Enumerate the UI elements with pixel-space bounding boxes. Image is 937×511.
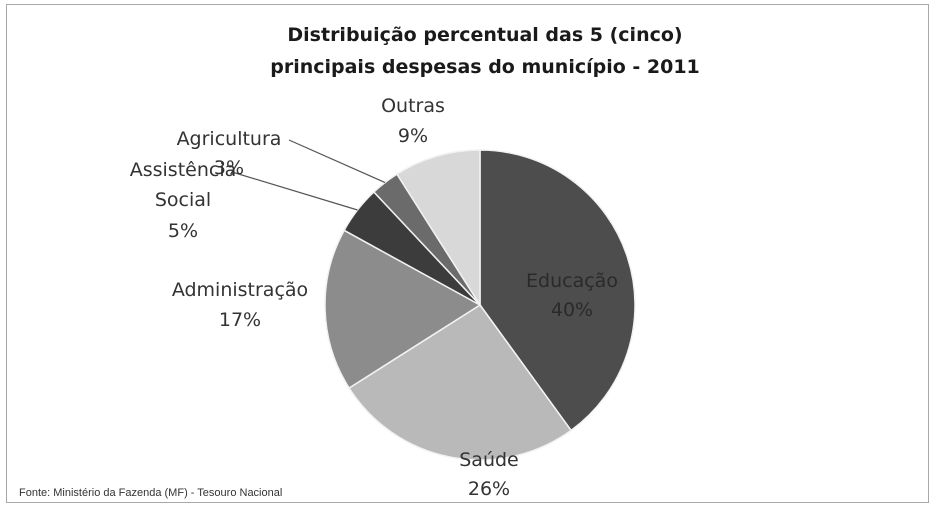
slice-value-label-agricultura: 3% xyxy=(214,157,244,179)
leader-line-assistencia-social xyxy=(231,171,358,211)
pie-slice-administracao xyxy=(324,229,482,390)
slice-value-label-saude: 26% xyxy=(468,478,510,500)
slice-value-label-assistencia-social: 5% xyxy=(168,220,198,242)
slice-value-label-administracao: 17% xyxy=(219,309,261,331)
pie-slice-saude xyxy=(348,303,573,461)
slice-name-label-administracao: Administração xyxy=(172,279,308,301)
pie-slice-educacao xyxy=(479,149,636,432)
slice-value-label-outras: 9% xyxy=(398,125,428,147)
slice-labels: Educação 40% Saúde 26% Administração 17% Assis… xyxy=(130,95,618,500)
slice-name-label-assistencia-social: Social xyxy=(155,189,211,211)
chart-subtitle: principais despesas do município - 2011 xyxy=(270,56,700,78)
leader-line-agricultura xyxy=(288,139,386,184)
pie-slices xyxy=(324,149,636,461)
slice-name-label-assistencia-social: Assistência xyxy=(130,159,237,181)
slice-name-label-saude: Saúde xyxy=(459,449,519,471)
chart-title: Distribuição percentual das 5 (cinco) xyxy=(287,24,682,46)
pie-slice-outras xyxy=(395,149,481,308)
slice-value-label-educacao: 40% xyxy=(551,299,593,321)
leader-lines xyxy=(231,139,386,211)
source-note: Fonte: Ministério da Fazenda (MF) - Teso… xyxy=(19,487,282,499)
slice-name-label-educacao: Educação xyxy=(526,270,618,292)
slice-name-label-outras: Outras xyxy=(381,95,445,117)
slice-name-label-agricultura: Agricultura xyxy=(177,128,282,150)
